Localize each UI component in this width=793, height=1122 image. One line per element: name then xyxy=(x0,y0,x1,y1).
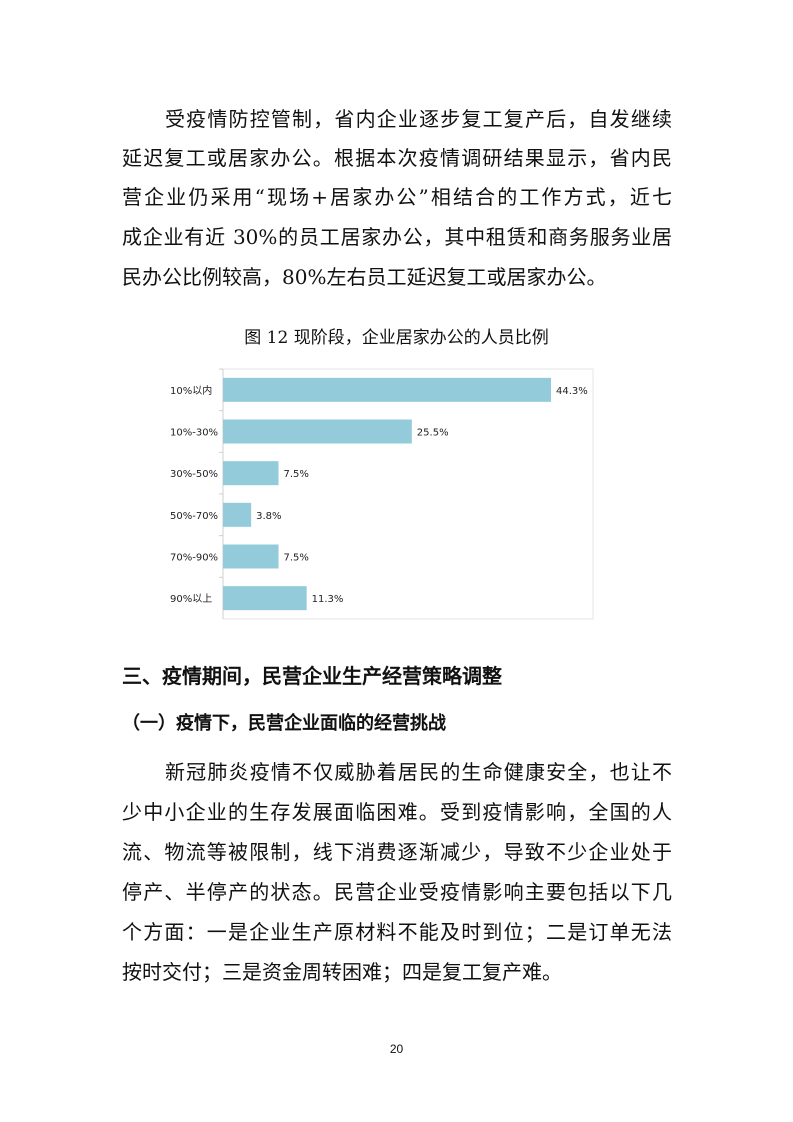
paragraph-line: 受疫情防控管制，省内企业逐步复工复产后，自发继续 xyxy=(165,107,672,131)
paragraph-line: 民办公比例较高，80%左右员工延迟复工或居家办公。 xyxy=(122,265,607,289)
page-number: 20 xyxy=(389,1042,404,1056)
data-label: 7.5% xyxy=(284,469,309,480)
chart-frame xyxy=(222,368,594,620)
bar-chart: 10%以内 44.3% 10%-30% 25.5% 30%-50% 7.5% 50%-70%… xyxy=(170,368,594,620)
paragraph-line: 按时交付；三是资金周转困难；四是复工复产难。 xyxy=(122,960,562,984)
paragraph-line: 成企业有近 30%的员工居家办公，其中租赁和商务服务业居 xyxy=(122,225,672,249)
category-label: 10%以内 xyxy=(170,384,212,397)
bar xyxy=(223,502,252,527)
bar xyxy=(223,461,279,486)
paragraph-line: 少中小企业的生存发展面临困难。受到疫情影响，全国的人 xyxy=(122,800,672,824)
paragraph-line: 个方面：一是企业生产原材料不能及时到位；二是订单无法 xyxy=(122,920,672,944)
bar xyxy=(223,419,412,444)
bar xyxy=(223,586,307,611)
bar xyxy=(223,377,551,402)
data-label: 44.3% xyxy=(556,386,588,397)
data-label: 7.5% xyxy=(284,553,309,564)
category-label: 70%-90% xyxy=(170,553,218,564)
paragraph-line: 流、物流等被限制，线下消费逐渐减少，导致不少企业处于 xyxy=(122,840,672,864)
subsection-heading: （一）疫情下，民营企业面临的经营挑战 xyxy=(122,713,446,734)
data-label: 11.3% xyxy=(312,594,344,605)
paragraph-line: 延迟复工或居家办公。根据本次疫情调研结果显示，省内民 xyxy=(122,146,672,170)
data-label: 25.5% xyxy=(417,428,449,439)
data-label: 3.8% xyxy=(256,511,281,522)
bar xyxy=(223,544,279,569)
category-label: 10%-30% xyxy=(170,428,218,439)
figure-caption: 图 12 现阶段，企业居家办公的人员比例 xyxy=(244,328,549,348)
category-label: 50%-70% xyxy=(170,511,218,522)
paragraph-line: 新冠肺炎疫情不仅威胁着居民的生命健康安全，也让不 xyxy=(165,760,672,784)
category-label: 90%以上 xyxy=(170,593,212,605)
paragraph-line: 停产、半停产的状态。民营企业受疫情影响主要包括以下几 xyxy=(122,880,672,904)
category-label: 30%-50% xyxy=(170,469,218,480)
paragraph-line: 营企业仍采用“现场+居家办公”相结合的工作方式，近七 xyxy=(122,185,672,209)
section-heading: 三、疫情期间，民营企业生产经营策略调整 xyxy=(122,664,502,688)
